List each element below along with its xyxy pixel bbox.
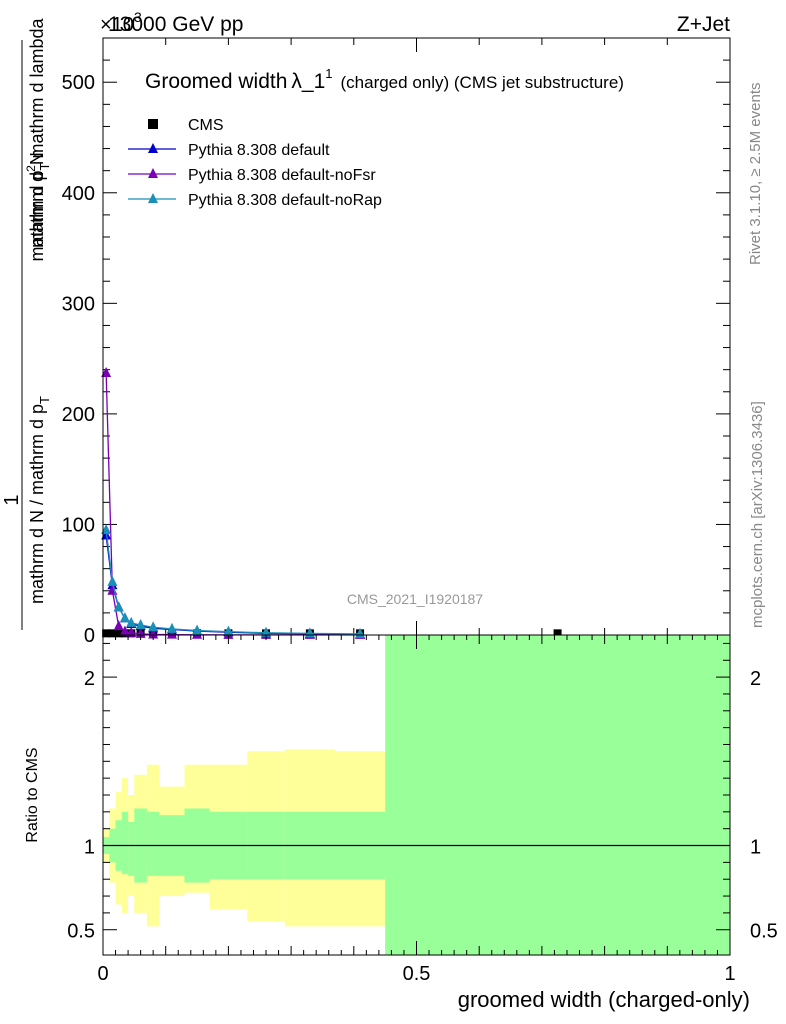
series-point: [119, 625, 130, 636]
y-tick-label: 200: [62, 404, 95, 426]
y-tick-label: 100: [62, 514, 95, 536]
series-point: [166, 628, 177, 639]
exponent-label: ×103: [100, 9, 142, 36]
chart-title: Groomed width λ_11 (charged only) (CMS jet…: [145, 66, 624, 93]
series-line: [105, 372, 361, 636]
ratio-y-tick-label-right: 1: [750, 837, 761, 859]
ratio-y-tick-label-right: 2: [750, 668, 761, 690]
series-point: [126, 616, 137, 627]
x-tick-label: 0: [97, 963, 108, 985]
ratio-plot-frame: [102, 634, 731, 956]
legend-entry: Pythia 8.308 default-noFsr: [128, 167, 376, 184]
legend-label: Pythia 8.308 default-noFsr: [188, 167, 376, 184]
series-point: [135, 619, 146, 630]
ratio-y-axis-label: Ratio to CMS: [24, 747, 41, 842]
legend-marker: [148, 168, 158, 178]
ratio-plot-panel: 0.5 0.51 12 20 0.5 1: [67, 634, 778, 985]
legend: CMS Pythia 8.308 default Pythia 8.308 defa…: [128, 117, 382, 209]
legend-marker: [148, 143, 158, 153]
y-tick-label: 0: [84, 625, 95, 647]
legend-entry: Pythia 8.308 default-noRap: [128, 192, 382, 209]
series-point: [126, 626, 137, 637]
process-label: Z+Jet: [677, 13, 730, 36]
series-point: [101, 366, 112, 377]
series-point: [261, 626, 272, 637]
series-3: [101, 523, 366, 638]
rivet-version-label: Rivet 3.1.10, ≥ 2.5M events: [747, 83, 764, 266]
legend-entry: CMS: [148, 117, 224, 134]
y-axis-label-fraction-numerator: 1: [1, 494, 23, 505]
data-point: [553, 629, 562, 638]
series-point: [107, 575, 118, 586]
y-axis-label-denominator-upper: mathrm d pTmathrm d lambda: [27, 17, 52, 261]
x-tick-label: 1: [724, 963, 735, 985]
series-point: [113, 601, 124, 612]
stat-uncertainty-band: [121, 811, 129, 875]
stat-uncertainty-band: [128, 821, 135, 876]
stat-uncertainty-band: [385, 635, 730, 955]
series-point: [223, 625, 234, 636]
y-tick-label: 300: [62, 293, 95, 315]
analysis-watermark: CMS_2021_I1920187: [347, 591, 483, 607]
legend-marker: [148, 193, 158, 203]
data-point: [102, 629, 111, 638]
series-point: [166, 622, 177, 633]
x-tick-label: 0.5: [403, 963, 431, 985]
series-point: [113, 620, 124, 631]
series-point: [148, 628, 159, 639]
y-tick-label: 400: [62, 183, 95, 205]
data-point: [108, 629, 117, 638]
legend-label: CMS: [188, 117, 224, 134]
legend-marker: [148, 119, 158, 129]
mcplots-source-label: mcplots.cern.ch [arXiv:1306.3436]: [749, 401, 766, 628]
data-point: [114, 629, 123, 638]
x-axis-label: groomed width (charged-only): [458, 987, 750, 1012]
legend-entry: Pythia 8.308 default: [128, 142, 330, 159]
series-line: [105, 529, 361, 635]
series-2: [101, 366, 366, 639]
ratio-y-tick-label-right: 0.5: [750, 921, 778, 943]
main-plot-panel: 0 100 200 300 400 500: [62, 37, 731, 647]
series-point: [192, 624, 203, 635]
y-axis-label-denominator: mathrm d N / mathrm d pT: [27, 396, 52, 604]
ratio-y-tick-label: 2: [84, 668, 95, 690]
series-point: [148, 621, 159, 632]
series-point: [119, 612, 130, 623]
ratio-y-tick-label: 1: [84, 837, 95, 859]
legend-label: Pythia 8.308 default: [188, 142, 330, 159]
series-line: [105, 535, 361, 636]
series-point: [101, 523, 112, 534]
beam-label: 13000 GeV pp: [108, 13, 243, 36]
ratio-y-tick-label: 0.5: [67, 921, 95, 943]
y-axis-label-numerator-upper: mathrm d2N: [24, 152, 47, 248]
legend-label: Pythia 8.308 default-noRap: [188, 192, 382, 209]
y-tick-label: 500: [62, 72, 95, 94]
stat-uncertainty-band: [146, 811, 160, 876]
